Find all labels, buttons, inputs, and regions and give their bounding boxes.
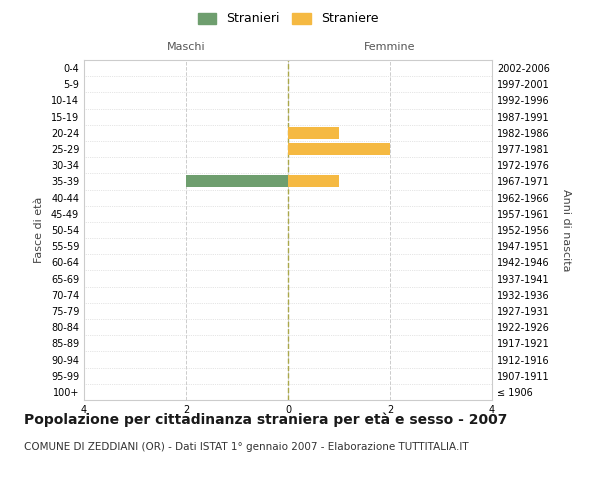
Text: Popolazione per cittadinanza straniera per età e sesso - 2007: Popolazione per cittadinanza straniera p…	[24, 412, 508, 427]
Bar	[288, 143, 390, 155]
Bar	[186, 176, 288, 188]
Legend: Stranieri, Straniere: Stranieri, Straniere	[194, 8, 382, 29]
Text: Femmine: Femmine	[364, 42, 416, 52]
Y-axis label: Fasce di età: Fasce di età	[34, 197, 44, 263]
Bar	[288, 127, 339, 139]
Bar	[288, 176, 339, 188]
Text: COMUNE DI ZEDDIANI (OR) - Dati ISTAT 1° gennaio 2007 - Elaborazione TUTTITALIA.I: COMUNE DI ZEDDIANI (OR) - Dati ISTAT 1° …	[24, 442, 469, 452]
Text: Maschi: Maschi	[167, 42, 205, 52]
Y-axis label: Anni di nascita: Anni di nascita	[561, 188, 571, 271]
